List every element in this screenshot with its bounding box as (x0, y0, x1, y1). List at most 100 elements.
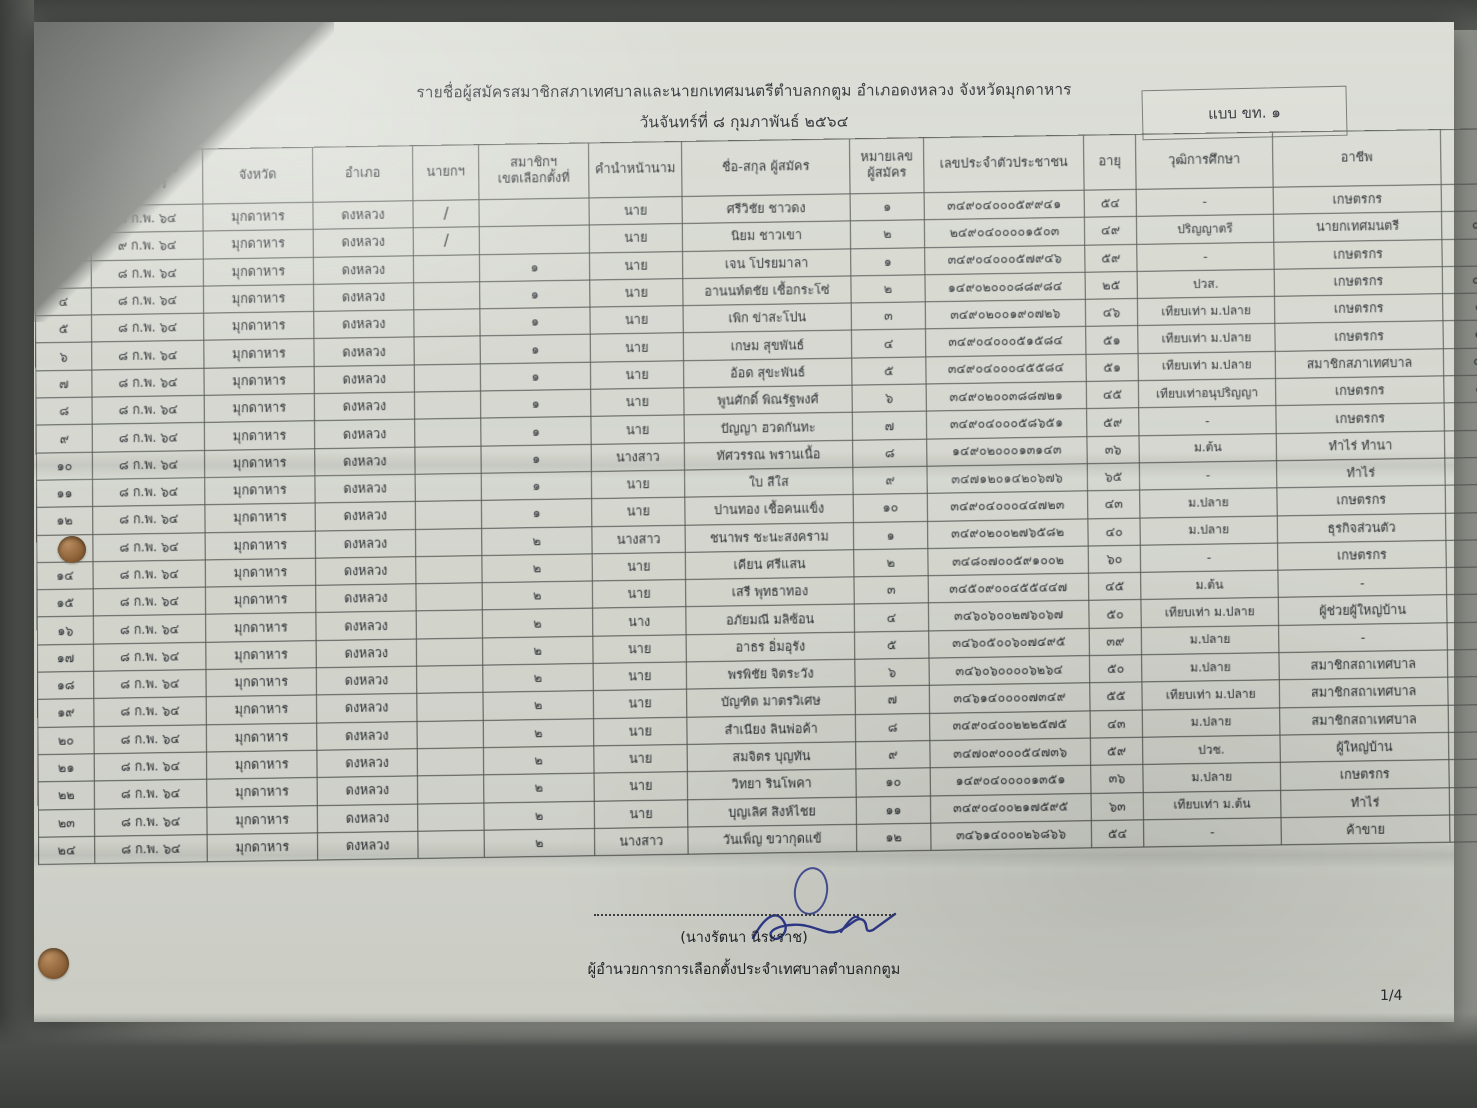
cell-title: นาย (593, 689, 687, 719)
cell-idnum: ๓๔๙๐๔๐๐๐๔๕๕๘๔ (925, 354, 1087, 385)
cell-idnum: ๓๔๙๐๒๐๐๓๘๘๗๒๑ (926, 381, 1087, 412)
cell-province: มุกดาหาร (203, 338, 315, 369)
cell-no: ๒๒ (38, 781, 95, 810)
cell-zone: ๒ (483, 773, 595, 803)
cell-idnum: ๓๔๙๐๔๐๐๐๕๘๖๕๑ (926, 408, 1087, 439)
cell-province: มุกดาหาร (204, 421, 315, 451)
cell-cand-no: ๑๐ (853, 493, 928, 523)
cell-edu: - (1136, 187, 1274, 217)
cell-idnum: ๓๔๙๐๒๐๐๒๗๖๕๘๒ (927, 518, 1089, 549)
cell-mayor (414, 363, 481, 393)
cell-phone: ๐๙๕๒๘๒๖๕๓๑๖ (1442, 291, 1477, 322)
signature-block: (นางรัตนา นิระราช) ผู้อำนวยการการเลือกตั… (34, 902, 1454, 981)
cell-mayor (417, 802, 485, 832)
cell-edu: เทียบเท่า ม.ปลาย (1137, 296, 1275, 327)
cell-cand-no: ๒ (850, 274, 926, 304)
cell-zone: ๑ (480, 444, 592, 474)
cell-district: ดงหลวง (314, 446, 416, 476)
cell-phone: ๐๘๐๒๖๙๑๗๒๗ (1449, 784, 1477, 815)
cell-no: ๑๒ (36, 506, 93, 536)
cell-phone: ๐๙๕๕๙๗๒๘๗๐๐ (1447, 674, 1477, 705)
form-code-label: แบบ ขท. ๑ (1207, 103, 1282, 123)
cell-title: นางสาว (591, 442, 685, 472)
cell-no: ๕ (35, 315, 92, 344)
header-age: อายุ (1083, 134, 1137, 191)
cell-zone: ๒ (482, 581, 593, 611)
desk-background-left (0, 0, 34, 1108)
cell-age: ๖๐ (1088, 545, 1141, 574)
cell-date: ๘ ก.พ. ๖๔ (91, 285, 204, 316)
cell-age: ๒๕ (1085, 271, 1138, 300)
cell-age: ๖๓ (1091, 792, 1144, 821)
cell-phone: ๐๙๖๔๘๒๐๒๓๐ (1446, 565, 1477, 596)
cell-edu: ม.ต้น (1138, 433, 1277, 463)
cell-edu: - (1136, 241, 1275, 272)
cell-province: มุกดาหาร (205, 558, 316, 588)
cell-province: มุกดาหาร (206, 695, 317, 725)
cell-mayor (414, 418, 481, 447)
cell-title: นางสาว (594, 826, 689, 856)
cell-province: มุกดาหาร (204, 393, 315, 423)
cell-province: มุกดาหาร (205, 530, 316, 560)
cell-no: ๑๘ (37, 671, 94, 700)
cell-district: ดงหลวง (313, 282, 414, 312)
cell-cand-no: ๙ (852, 466, 928, 495)
cell-occ: ผู้ใหญ่บ้าน (1279, 732, 1449, 763)
cell-title: นาย (592, 552, 686, 582)
signature-role: ผู้อำนวยการการเลือกตั้งประจำเทศบาลตำบลกก… (587, 962, 901, 978)
cell-province: มุกดาหาร (203, 256, 314, 286)
cell-cand-no: ๗ (852, 411, 927, 440)
header-title-prefix: คำนำหน้านาม (588, 141, 683, 198)
cell-district: ดงหลวง (316, 638, 417, 668)
cell-title: นาย (593, 661, 687, 691)
cell-date: ๘ ก.พ. ๖๔ (91, 368, 205, 398)
cell-name: ชนาพร ชะนะสงคราม (685, 522, 854, 553)
cell-occ: เกษตรกร (1273, 239, 1443, 270)
cell-edu: ม.ปลาย (1142, 762, 1281, 793)
cell-province: มุกดาหาร (203, 311, 314, 341)
cell-phone: ๐๙๗๐๒๖๒๐๗๒๙ (1446, 592, 1477, 623)
cell-mayor (417, 775, 484, 804)
cell-name: สำเนียง ลินพ่อค้า (686, 714, 856, 745)
cell-cand-no: ๑ (853, 521, 928, 550)
cell-phone: ๐๙๘๙๓๐๙๗๗๖ (1448, 729, 1477, 760)
cell-mayor (416, 610, 483, 639)
cell-title: นาย (590, 387, 685, 417)
cell-title: นาย (594, 771, 688, 801)
cell-edu: เทียบเท่า ม.ปลาย (1137, 323, 1276, 354)
cell-mayor: / (412, 199, 480, 229)
cell-title: นาย (590, 333, 684, 362)
cell-district: ดงหลวง (317, 831, 419, 861)
cell-title: นาย (592, 634, 687, 664)
signature-dotted-line (594, 902, 894, 916)
cell-age: ๔๐ (1087, 517, 1141, 546)
cell-zone: ๒ (483, 745, 595, 776)
cell-district: ดงหลวง (316, 748, 418, 778)
cell-name: นิยม ชาวเขา (682, 221, 851, 252)
cell-zone: ๒ (483, 718, 594, 748)
cell-title: นาย (590, 360, 684, 390)
cell-title: นางสาว (591, 524, 686, 554)
cell-occ: เกษตรกร (1273, 184, 1442, 215)
cell-occ: - (1277, 567, 1447, 598)
cell-province: มุกดาหาร (205, 667, 317, 697)
cell-name: ปานทอง เชื้อคนแข็ง (684, 494, 854, 525)
cell-mayor (417, 830, 485, 859)
cell-occ: เกษตรกร (1274, 293, 1443, 324)
cell-occ: เกษตรกร (1274, 266, 1443, 297)
cell-edu: ปวช. (1142, 735, 1281, 765)
cell-name: สมจิตร บุญทัน (687, 741, 856, 772)
header-candidate-no: หมายเลข ผู้สมัคร (849, 137, 925, 194)
cell-phone: ๐๘๙๓๕๐๖๕๔๙๐ (1442, 318, 1477, 349)
cell-cand-no: ๙ (855, 740, 931, 770)
cell-cand-no: ๑๐ (855, 768, 931, 797)
cell-no: ๘ (35, 397, 93, 426)
cell-zone: ๒ (481, 526, 593, 556)
cell-no: ๒๔ (38, 836, 95, 865)
cell-name: อภัยมณี มลิซ้อน (685, 604, 855, 635)
cell-name: เกษม สุขพันธ์ (683, 330, 852, 361)
cell-phone: ๐๙๒๑๕๘๙๖๕๘ (1445, 482, 1477, 513)
cell-name: ศรีวิชัย ชาวดง (682, 193, 851, 224)
cell-province: มุกดาหาร (203, 229, 314, 259)
